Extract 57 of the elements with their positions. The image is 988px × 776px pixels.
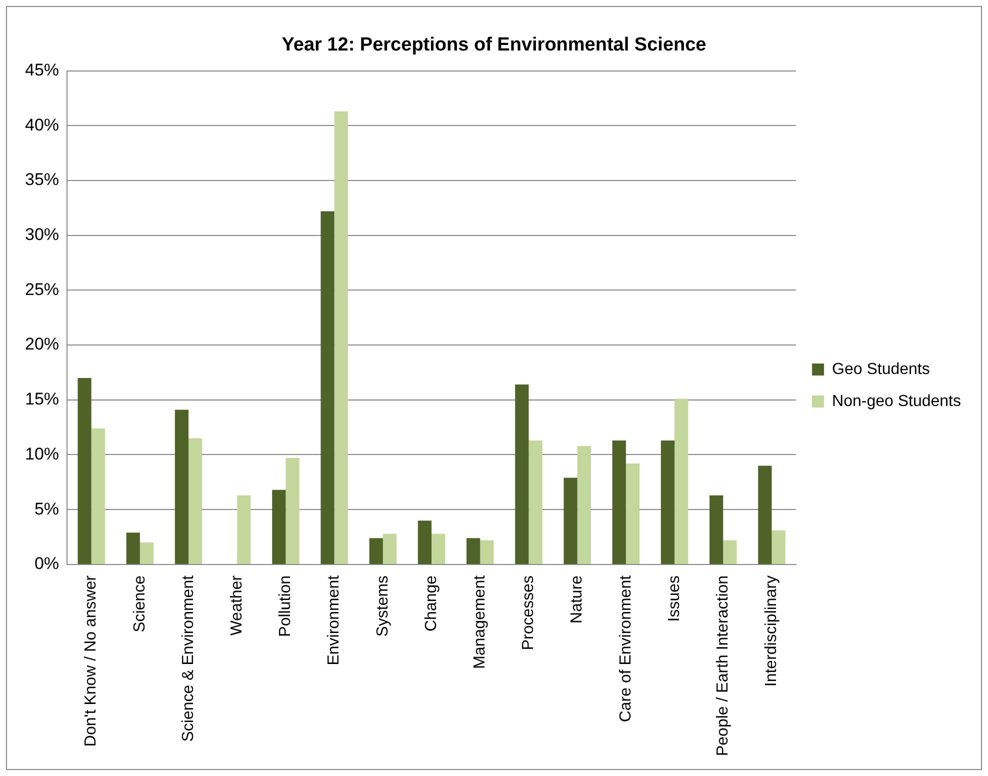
bar [334, 111, 348, 564]
legend-label: Non-geo Students [832, 392, 962, 410]
bar [564, 478, 578, 564]
x-tick-label: People / Earth Interaction [714, 575, 732, 756]
x-tick-label: Change [422, 575, 440, 632]
y-tick-label: 20% [24, 334, 60, 354]
bar [515, 384, 529, 564]
bar [382, 534, 397, 564]
x-tick-label: Interdisciplinary [763, 575, 780, 687]
y-tick-label: 35% [24, 170, 60, 190]
x-tick-label: Care of Environment [617, 574, 634, 722]
x-tick-label: Weather [228, 574, 246, 636]
y-tick-label: 15% [24, 390, 60, 409]
bar [626, 464, 640, 564]
bar [577, 446, 591, 564]
x-tick-label: Don't Know / No answer [82, 574, 100, 747]
y-tick-label: 45% [24, 60, 60, 80]
bar [188, 438, 202, 564]
bar [432, 534, 446, 564]
y-tick-label: 25% [24, 280, 60, 299]
bar [126, 532, 140, 564]
y-tick-label: 30% [24, 225, 60, 244]
bar [237, 495, 251, 564]
y-tick-label: 40% [24, 115, 60, 134]
x-tick-label: Management [472, 574, 489, 669]
legend-label: Geo Students [832, 360, 930, 378]
bar [480, 540, 494, 564]
bar [369, 538, 383, 564]
x-tick-label: Systems [374, 575, 392, 637]
chart-title: Year 12: Perceptions of Environmental Science [282, 34, 706, 56]
bar [286, 458, 300, 564]
x-tick-label: Science & Environment [180, 574, 197, 742]
bar [758, 466, 772, 564]
y-tick-label: 0% [34, 554, 60, 574]
bar [466, 538, 480, 564]
x-tick-label: Nature [568, 575, 586, 624]
bar [418, 520, 432, 564]
x-tick-label: Processes [520, 575, 538, 650]
bar [710, 495, 724, 564]
bar [272, 490, 286, 564]
bar [78, 378, 92, 564]
bar [660, 440, 675, 564]
bar [528, 440, 542, 564]
bar [174, 410, 189, 564]
x-tick-label: Issues [666, 575, 683, 622]
bar [612, 440, 626, 564]
bar [674, 398, 688, 564]
bar [723, 540, 737, 564]
bar [320, 211, 334, 564]
y-tick-label: 5% [34, 499, 60, 518]
x-tick-label: Science [131, 575, 148, 632]
bar [140, 542, 154, 564]
x-tick-label: Environment [326, 574, 343, 666]
x-tick-label: Pollution [277, 575, 294, 637]
bar [772, 530, 786, 564]
y-tick-label: 10% [24, 444, 60, 464]
bar [91, 428, 105, 564]
